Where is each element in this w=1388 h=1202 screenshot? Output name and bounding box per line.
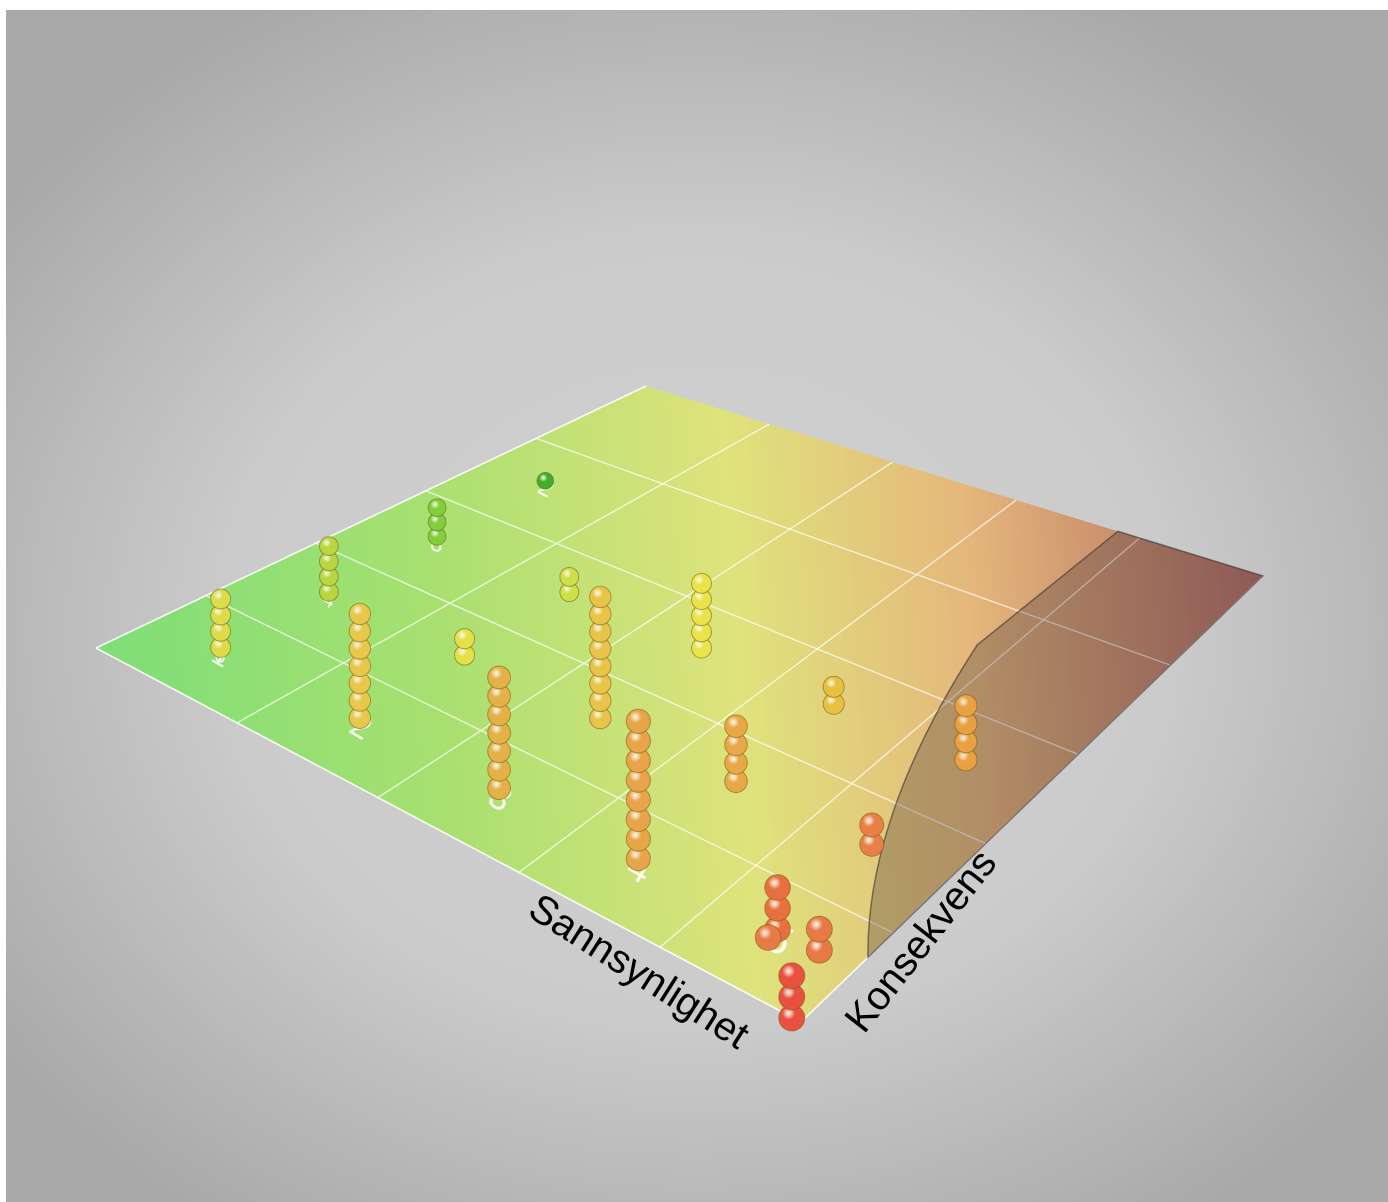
risk-bubble xyxy=(724,714,748,739)
chart-stage: 123452345 Sannsynlighet Konsekvens xyxy=(6,10,1388,1202)
risk-bubble xyxy=(778,962,806,990)
risk-bubble xyxy=(559,567,580,587)
risk-bubble xyxy=(954,694,978,718)
risk-bubble xyxy=(589,585,612,609)
matrix-plane xyxy=(96,386,1263,1022)
risk-region-layer xyxy=(867,530,1265,960)
risk-bubble xyxy=(859,812,885,838)
grid-line-x xyxy=(236,423,770,724)
grid-line-y xyxy=(315,542,987,845)
risk-bubble xyxy=(764,874,791,901)
plane-edge xyxy=(95,647,802,1023)
grid-line-x xyxy=(377,461,894,799)
risk-bubble xyxy=(427,498,447,518)
grid-line-x xyxy=(659,537,1141,948)
bubble-layer xyxy=(210,472,978,1032)
plane-layer xyxy=(96,386,1263,1022)
risk-bubble xyxy=(536,472,555,490)
risk-matrix-3d-chart: 123452345 Sannsynlighet Konsekvens xyxy=(95,385,1265,1058)
risk-bubble xyxy=(454,628,476,650)
risk-bubble xyxy=(487,665,511,690)
risk-bubble xyxy=(318,536,339,557)
risk-bubble xyxy=(754,924,782,951)
grid-line-y xyxy=(535,437,1171,666)
risk-bubble xyxy=(348,602,372,626)
grid-line-x xyxy=(518,499,1017,873)
risk-bubble xyxy=(625,708,651,734)
plane-edge xyxy=(95,385,647,649)
risk-bubble xyxy=(691,572,712,594)
risk-bubble xyxy=(805,915,833,943)
risk-bubble xyxy=(210,588,232,610)
risk-bubble xyxy=(822,675,845,698)
high-risk-region xyxy=(867,530,1265,960)
